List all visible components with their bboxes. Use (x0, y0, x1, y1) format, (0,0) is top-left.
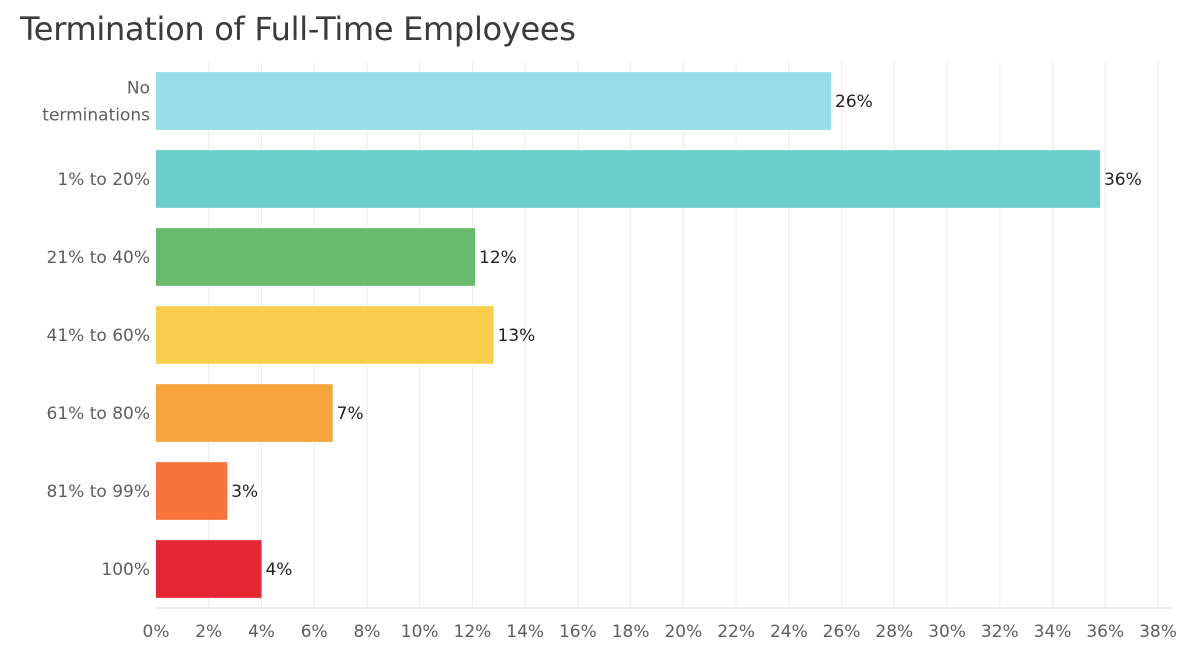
category-label-line: 100% (101, 560, 150, 580)
x-tick-label: 20% (664, 622, 702, 642)
x-tick-label: 6% (301, 622, 328, 642)
x-tick-label: 32% (981, 622, 1019, 642)
category-label-line: No (127, 79, 150, 99)
bar-4 (156, 384, 333, 442)
category-label: 21% to 40% (47, 248, 150, 268)
category-label: 1% to 20% (57, 170, 150, 190)
chart-title: Termination of Full-Time Employees (20, 10, 576, 48)
bar-2 (156, 228, 476, 286)
data-label: 3% (231, 482, 258, 502)
category-label-line: 1% to 20% (57, 170, 150, 190)
bar-6 (156, 540, 262, 598)
x-tick-label: 24% (770, 622, 808, 642)
x-tick-label: 28% (875, 622, 913, 642)
x-tick-label: 10% (401, 622, 439, 642)
x-tick-label: 8% (353, 622, 380, 642)
category-label-line: 81% to 99% (47, 482, 150, 502)
x-tick-label: 36% (1086, 622, 1124, 642)
category-label-line: 61% to 80% (47, 404, 150, 424)
x-tick-label: 30% (928, 622, 966, 642)
data-label: 7% (337, 404, 364, 424)
category-label: 100% (101, 560, 150, 580)
x-tick-label: 14% (506, 622, 544, 642)
category-label: 61% to 80% (47, 404, 150, 424)
data-label: 12% (479, 248, 517, 268)
x-tick-label: 18% (612, 622, 650, 642)
x-tick-label: 12% (454, 622, 492, 642)
category-label: 81% to 99% (47, 482, 150, 502)
x-tick-label: 26% (823, 622, 861, 642)
data-label: 13% (498, 326, 536, 346)
bar-0 (156, 72, 832, 130)
data-label: 36% (1104, 170, 1142, 190)
category-label-line: terminations (42, 106, 150, 126)
bar-1 (156, 150, 1100, 208)
category-label: No terminations (42, 79, 150, 126)
bar-5 (156, 462, 228, 520)
data-label: 4% (265, 560, 292, 580)
bar-3 (156, 306, 494, 364)
bars (156, 72, 1100, 598)
x-tick-label: 2% (195, 622, 222, 642)
x-axis: 0% 2% 4% 6% 8% 10% 12% 14% 16% 18% 20% 22% 24% 26% 28%… (143, 607, 1177, 642)
category-labels: No terminations 1% to 20% 21% to 40% 41% to … (42, 79, 150, 581)
x-tick-label: 22% (717, 622, 755, 642)
category-label-line: 41% to 60% (47, 326, 150, 346)
data-label: 26% (835, 92, 873, 112)
x-tick-label: 34% (1034, 622, 1072, 642)
x-tick-label: 4% (248, 622, 275, 642)
x-tick-label: 0% (143, 622, 170, 642)
category-label: 41% to 60% (47, 326, 150, 346)
category-label-line: 21% to 40% (47, 248, 150, 268)
x-tick-label: 38% (1139, 622, 1177, 642)
data-labels: 26% 36% 12% 13% 7% 3% 4% (231, 92, 1142, 580)
x-tick-label: 16% (559, 622, 597, 642)
